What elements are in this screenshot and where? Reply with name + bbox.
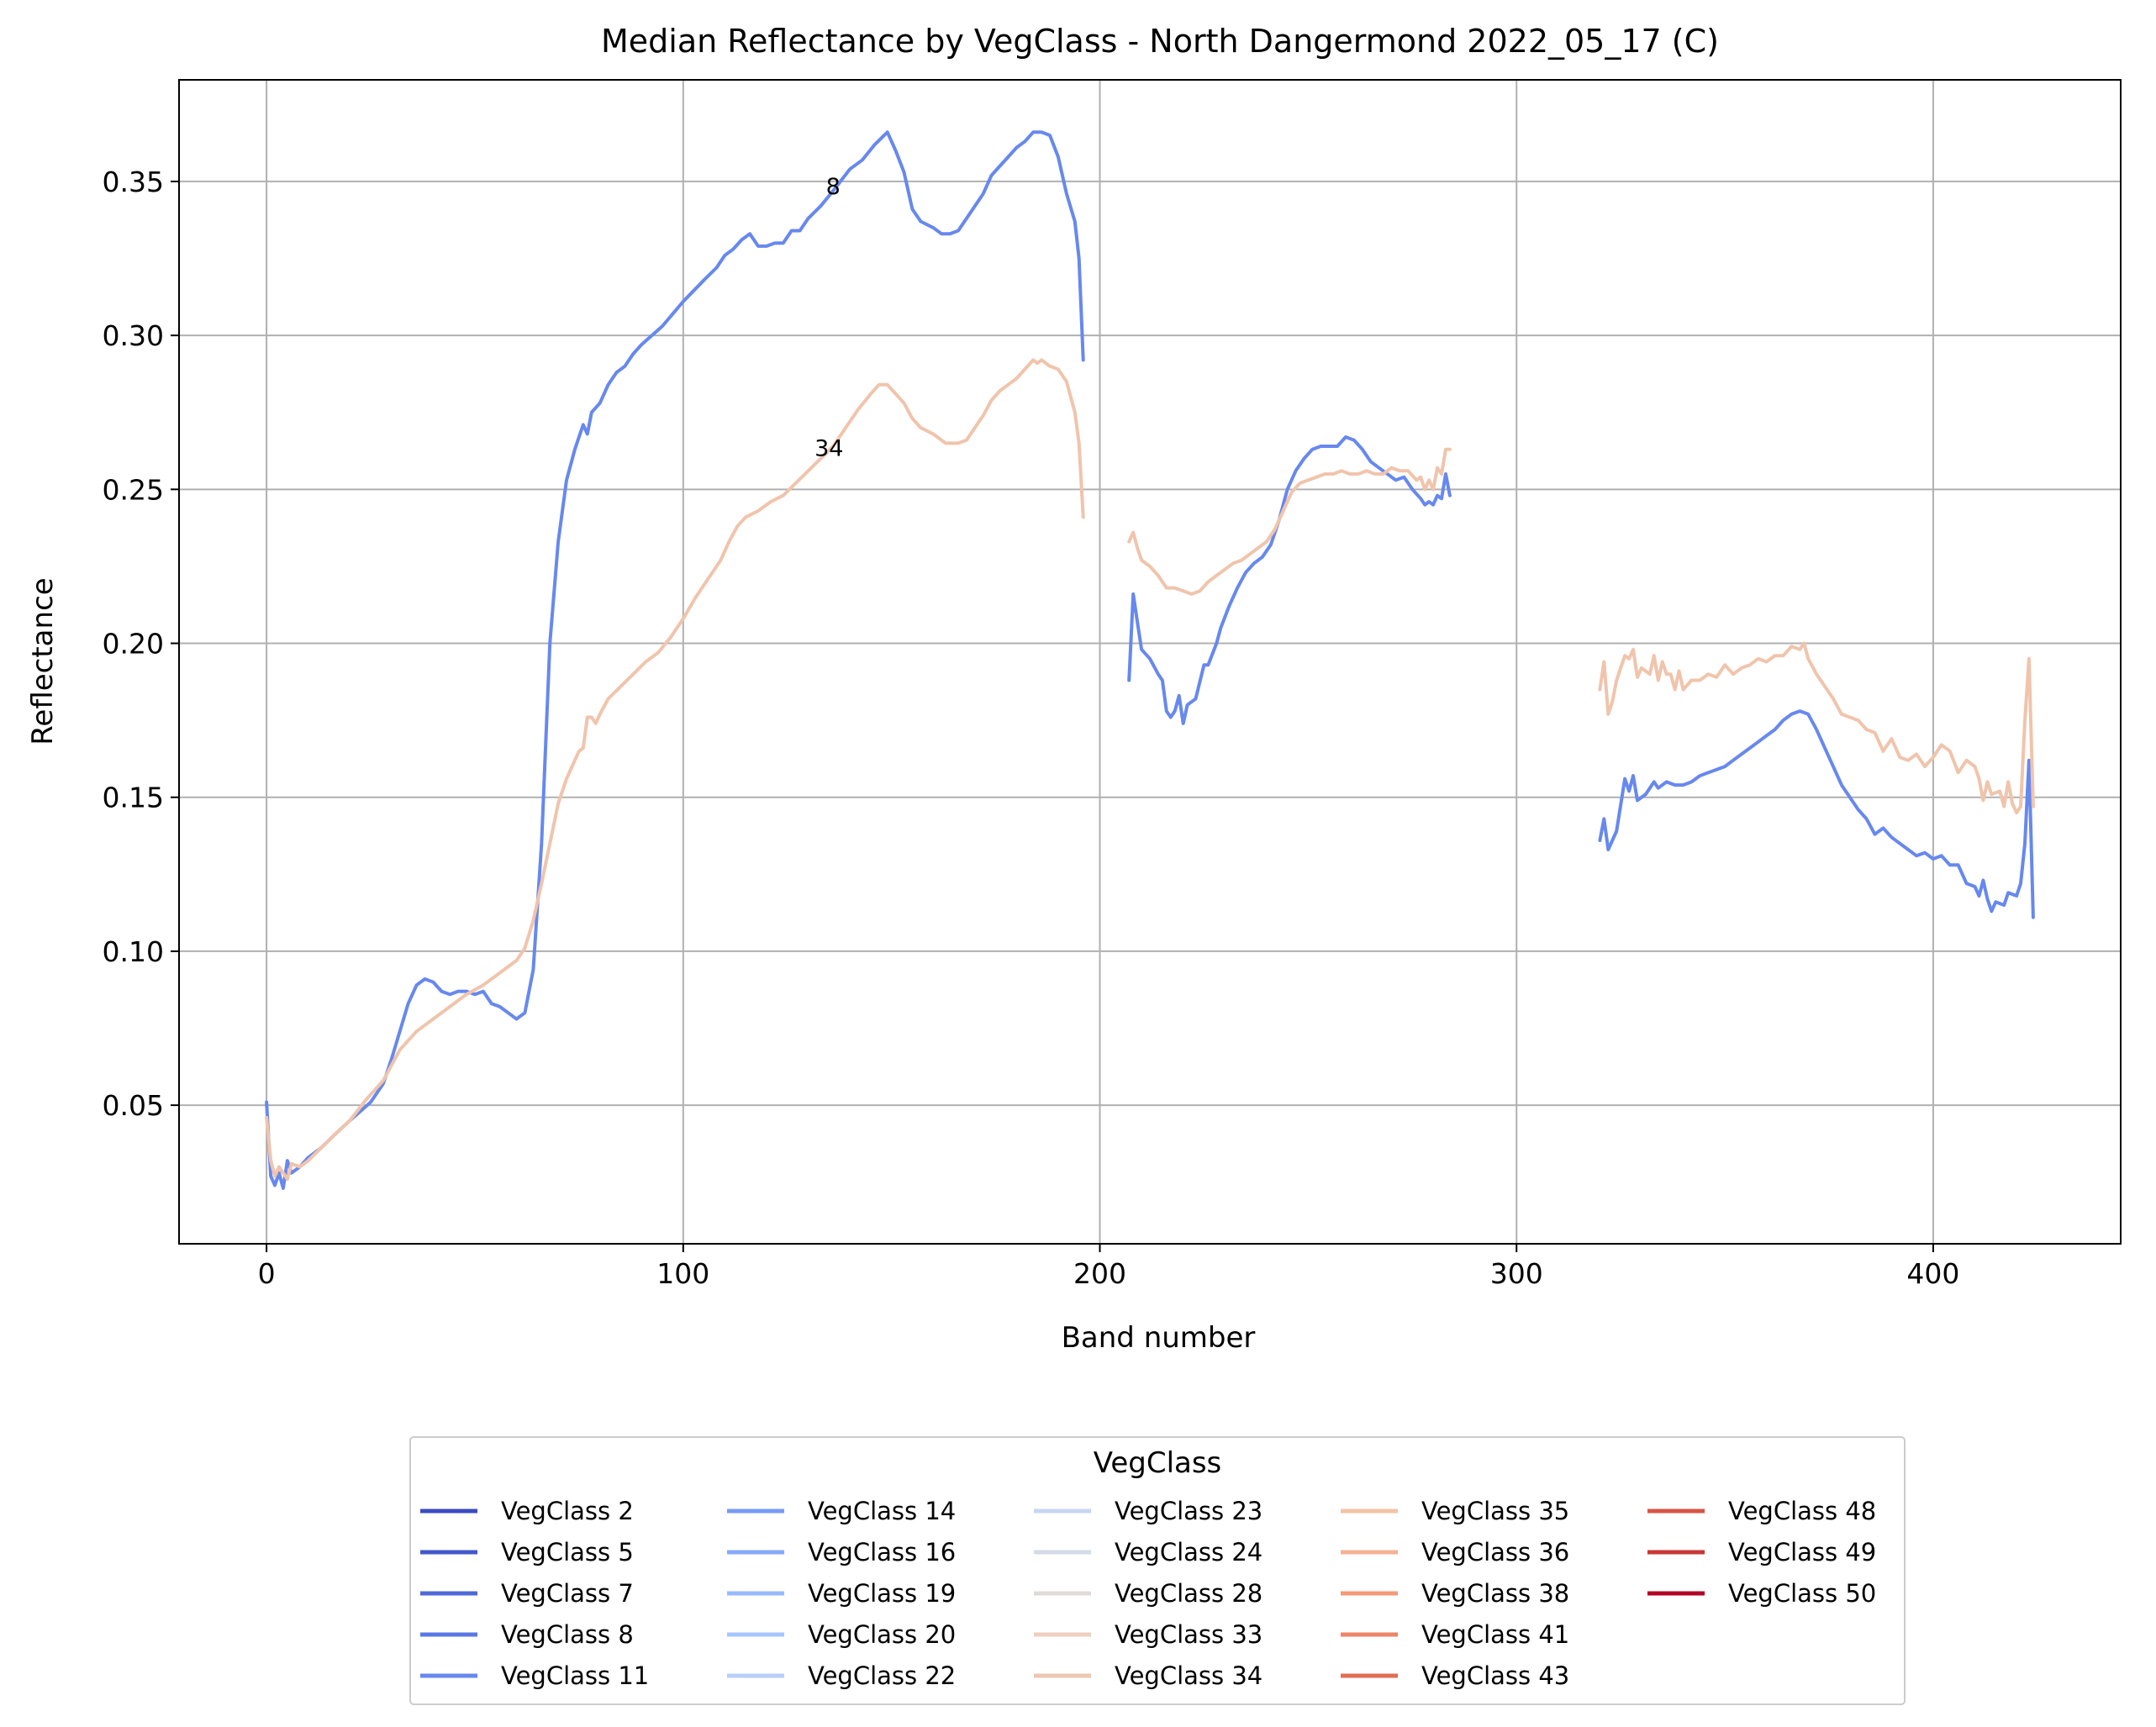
legend-entry: VegClass 41 <box>1341 1620 1569 1649</box>
legend-entry: VegClass 23 <box>1034 1497 1262 1525</box>
legend-entry: VegClass 2 <box>420 1497 634 1525</box>
legend-entry: VegClass 49 <box>1647 1538 1876 1566</box>
legend-entry: VegClass 33 <box>1034 1620 1262 1649</box>
x-tick-label: 200 <box>1073 1257 1126 1290</box>
line-annotation: 34 <box>814 436 843 462</box>
y-tick-label: 0.05 <box>103 1089 164 1122</box>
legend-label: VegClass 48 <box>1728 1497 1876 1525</box>
legend-label: VegClass 33 <box>1115 1620 1262 1649</box>
legend-label: VegClass 11 <box>501 1661 649 1690</box>
x-tick-label: 100 <box>656 1257 709 1290</box>
legend-entry: VegClass 11 <box>420 1661 649 1690</box>
y-axis-label: Reflectance <box>26 577 60 745</box>
y-tick-label: 0.35 <box>103 166 164 198</box>
legend-label: VegClass 43 <box>1421 1661 1569 1690</box>
line-annotations: 8 34 <box>814 174 843 461</box>
legend-label: VegClass 7 <box>501 1579 634 1608</box>
legend-label: VegClass 41 <box>1421 1620 1569 1649</box>
legend-label: VegClass 14 <box>808 1497 956 1525</box>
legend-entry: VegClass 35 <box>1341 1497 1569 1525</box>
legend-label: VegClass 34 <box>1115 1661 1262 1690</box>
series-line-vegclass-34 <box>265 358 1085 1182</box>
x-axis-ticks: 0 100 200 300 400 <box>258 1244 1959 1290</box>
legend-label: VegClass 50 <box>1728 1579 1876 1608</box>
legend-label: VegClass 38 <box>1421 1579 1569 1608</box>
line-annotation: 8 <box>826 174 841 200</box>
series-line-vegclass-8 <box>265 130 1085 1190</box>
legend-box <box>409 1436 1906 1705</box>
y-tick-label: 0.10 <box>103 935 164 968</box>
legend-label: VegClass 2 <box>501 1497 634 1525</box>
legend-entry: VegClass 43 <box>1341 1661 1569 1690</box>
y-tick-label: 0.15 <box>103 782 164 814</box>
legend-entry: VegClass 8 <box>420 1620 634 1649</box>
series-line-vegclass-34 <box>1598 641 2035 814</box>
legend-entry: VegClass 16 <box>727 1538 956 1566</box>
series-lines <box>265 130 2035 1190</box>
legend-label: VegClass 36 <box>1421 1538 1569 1566</box>
grid-lines <box>179 80 2121 1244</box>
legend-label: VegClass 16 <box>808 1538 956 1566</box>
y-tick-label: 0.30 <box>103 319 164 352</box>
x-tick-label: 0 <box>258 1257 276 1290</box>
legend-entry: VegClass 36 <box>1341 1538 1569 1566</box>
series-line-vegclass-34 <box>1127 447 1452 596</box>
series-line-vegclass-8 <box>1598 709 2035 919</box>
x-tick-label: 400 <box>1906 1257 1959 1290</box>
legend-label: VegClass 28 <box>1115 1579 1262 1608</box>
y-tick-label: 0.20 <box>103 628 164 661</box>
legend-label: VegClass 35 <box>1421 1497 1569 1525</box>
legend-label: VegClass 22 <box>808 1661 956 1690</box>
legend-label: VegClass 23 <box>1115 1497 1262 1525</box>
legend-entry: VegClass 20 <box>727 1620 956 1649</box>
legend-entry: VegClass 28 <box>1034 1579 1262 1608</box>
x-tick-label: 300 <box>1490 1257 1543 1290</box>
x-axis-label: Band number <box>1062 1321 1256 1355</box>
legend-entries: VegClass 2 VegClass 5 VegClass 7 VegClass 8… <box>420 1497 1876 1690</box>
legend-entry: VegClass 7 <box>420 1579 634 1608</box>
legend-label: VegClass 24 <box>1115 1538 1262 1566</box>
plot-frame <box>178 79 2122 1245</box>
legend-label: VegClass 20 <box>808 1620 956 1649</box>
legend-entry: VegClass 19 <box>727 1579 956 1608</box>
legend-entry: VegClass 38 <box>1341 1579 1569 1608</box>
chart-title: Median Reflectance by VegClass - North D… <box>601 23 1719 60</box>
legend-title: VegClass <box>1094 1446 1222 1480</box>
y-tick-label: 0.25 <box>103 473 164 506</box>
legend-entry: VegClass 50 <box>1647 1579 1876 1608</box>
legend-entry: VegClass 14 <box>727 1497 956 1525</box>
series-line-vegclass-8 <box>1127 435 1452 725</box>
legend-entry: VegClass 24 <box>1034 1538 1262 1566</box>
legend-label: VegClass 19 <box>808 1579 956 1608</box>
legend-label: VegClass 49 <box>1728 1538 1876 1566</box>
y-axis-ticks: 0.05 0.10 0.15 0.20 0.25 0.30 0.35 <box>103 166 179 1122</box>
legend-entry: VegClass 34 <box>1034 1661 1262 1690</box>
legend-label: VegClass 5 <box>501 1538 634 1566</box>
legend-label: VegClass 8 <box>501 1620 634 1649</box>
legend-entry: VegClass 48 <box>1647 1497 1876 1525</box>
legend-entry: VegClass 5 <box>420 1538 634 1566</box>
legend-entry: VegClass 22 <box>727 1661 956 1690</box>
